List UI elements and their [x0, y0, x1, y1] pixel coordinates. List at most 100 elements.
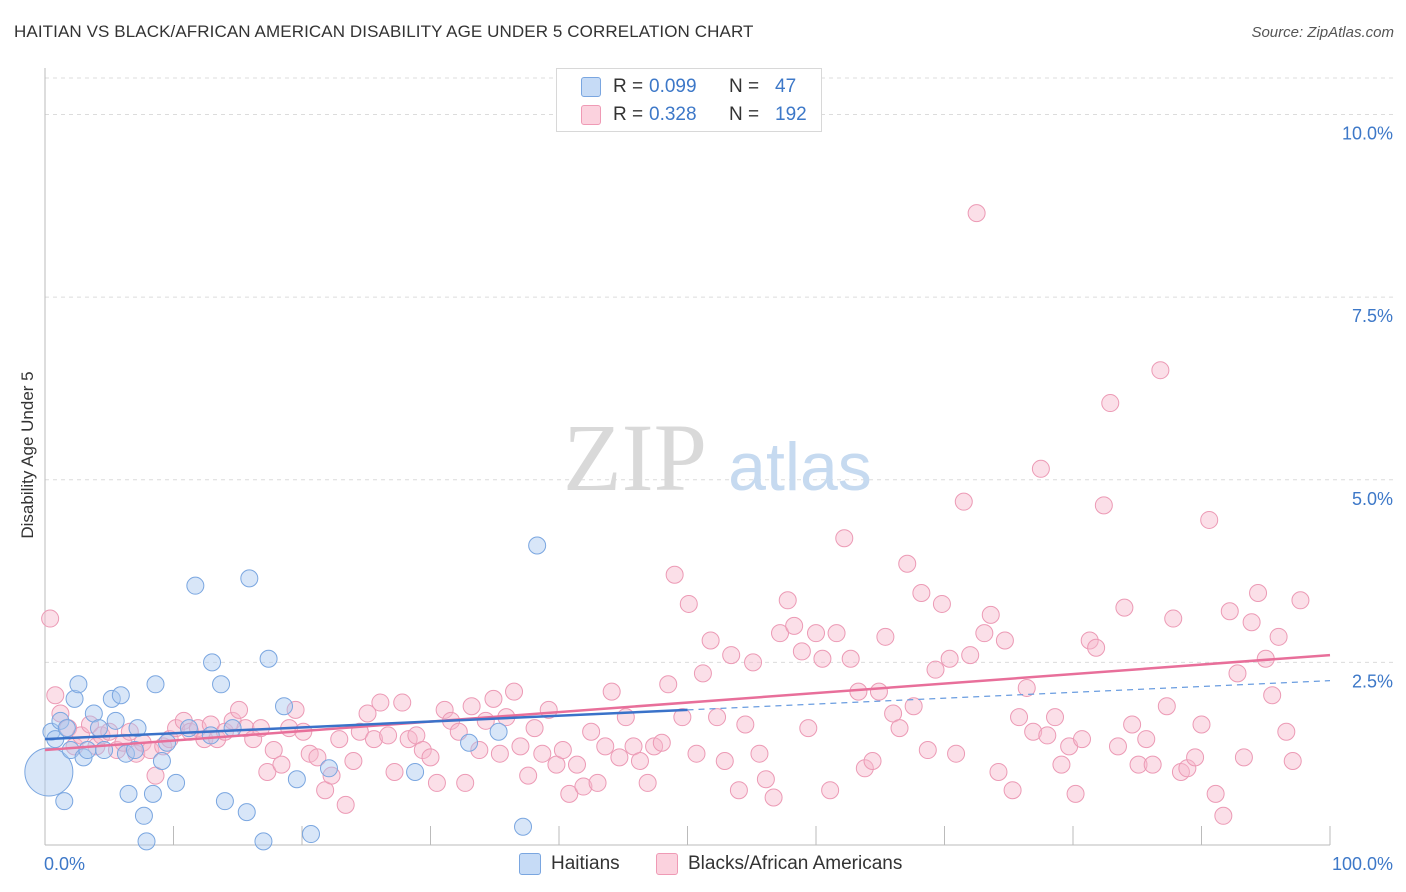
point-blacks — [505, 682, 524, 701]
point-blacks — [975, 624, 994, 643]
point-blacks — [1046, 708, 1065, 727]
point-blacks — [560, 784, 579, 803]
legend-swatch-haitians — [581, 77, 601, 97]
point-blacks — [835, 529, 854, 548]
point-blacks — [1066, 784, 1085, 803]
point-blacks — [330, 730, 349, 749]
y-tick-label: 10.0% — [1342, 124, 1393, 144]
legend-r-label: R = — [613, 76, 644, 97]
point-haitians — [514, 817, 533, 836]
point-haitians — [143, 784, 162, 803]
point-blacks — [876, 627, 895, 646]
point-haitians — [134, 806, 153, 825]
point-blacks — [1137, 730, 1156, 749]
legend-n-value: 47 — [775, 76, 797, 97]
point-haitians — [102, 689, 121, 708]
legend-row-blacks: R = 0.328 N = 192 — [581, 103, 807, 127]
point-blacks — [322, 766, 341, 785]
point-haitians — [406, 762, 425, 781]
point-blacks — [272, 755, 291, 774]
point-haitians — [111, 686, 130, 705]
point-haitians — [69, 675, 88, 694]
point-haitians — [179, 719, 198, 738]
point-blacks — [807, 624, 825, 643]
watermark-zip: ZIP — [563, 404, 707, 511]
point-blacks — [525, 719, 544, 738]
watermark: ZIP atlas — [563, 404, 872, 511]
point-blacks — [904, 697, 923, 716]
point-blacks — [1038, 726, 1057, 745]
point-blacks — [744, 653, 763, 672]
point-blacks — [80, 715, 99, 734]
point-haitians — [201, 726, 220, 745]
point-blacks — [1123, 715, 1142, 734]
point-blacks — [1269, 627, 1288, 646]
chart-title: HAITIAN VS BLACK/AFRICAN AMERICAN DISABI… — [14, 22, 754, 41]
point-blacks — [533, 744, 552, 763]
point-blacks — [898, 554, 917, 573]
point-blacks — [827, 624, 846, 643]
point-blacks — [46, 686, 65, 705]
correlation-legend: R = 0.099 N = 47 R = 0.328 N = 192 — [556, 68, 822, 132]
point-blacks — [869, 682, 888, 701]
point-haitians — [128, 719, 147, 738]
point-blacks — [701, 631, 720, 650]
point-blacks — [41, 609, 60, 628]
point-blacks — [1101, 394, 1120, 413]
point-haitians — [55, 792, 74, 811]
point-haitians — [301, 825, 320, 844]
point-blacks — [1192, 715, 1211, 734]
point-haitians — [259, 649, 278, 668]
legend-r-value: 0.099 — [649, 76, 697, 97]
x-tick-label: 100.0% — [1332, 854, 1393, 874]
axes — [44, 68, 1331, 846]
bottom-legend-swatch-haitians — [519, 853, 541, 875]
point-haitians — [106, 711, 125, 730]
y-tick-label: 2.5% — [1352, 671, 1393, 691]
point-haitians — [24, 747, 74, 797]
point-blacks — [567, 755, 586, 774]
point-blacks — [1094, 496, 1113, 515]
point-blacks — [673, 708, 692, 727]
point-blacks — [638, 773, 657, 792]
point-haitians — [125, 741, 144, 760]
point-blacks — [258, 762, 277, 781]
point-blacks — [947, 744, 966, 763]
series-blacks-points — [41, 204, 1310, 825]
point-blacks — [912, 583, 931, 602]
point-blacks — [421, 748, 440, 767]
bottom-legend-swatch-blacks — [656, 853, 678, 875]
point-haitians — [203, 653, 222, 672]
series-haitians-points — [24, 536, 547, 851]
point-blacks — [1072, 730, 1091, 749]
point-blacks — [610, 748, 629, 767]
point-blacks — [1283, 751, 1302, 770]
point-blacks — [1214, 806, 1233, 825]
point-blacks — [652, 733, 671, 752]
legend-row-haitians: R = 0.099 N = 47 — [581, 75, 796, 99]
point-blacks — [435, 700, 454, 719]
point-haitians — [237, 803, 256, 822]
y-tick-label: 5.0% — [1352, 489, 1393, 509]
point-blacks — [336, 795, 355, 814]
point-blacks — [1249, 583, 1268, 602]
point-haitians — [223, 719, 242, 738]
point-blacks — [926, 660, 945, 679]
y-tick-label: 7.5% — [1352, 306, 1393, 326]
point-blacks — [413, 741, 432, 760]
point-blacks — [1031, 459, 1050, 478]
point-blacks — [1115, 598, 1134, 617]
point-blacks — [449, 722, 468, 741]
source-label: Source: ZipAtlas.com — [1251, 24, 1394, 41]
point-blacks — [519, 766, 538, 785]
point-blacks — [799, 719, 818, 738]
point-blacks — [456, 773, 475, 792]
point-blacks — [364, 730, 383, 749]
point-blacks — [813, 649, 832, 668]
point-blacks — [379, 726, 398, 745]
point-haitians — [167, 773, 186, 792]
point-blacks — [995, 631, 1014, 650]
point-haitians — [89, 719, 108, 738]
point-haitians — [152, 751, 171, 770]
